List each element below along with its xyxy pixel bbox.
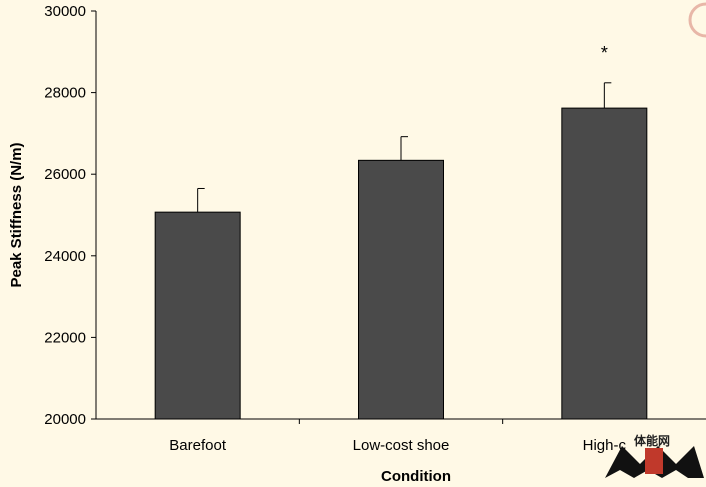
y-tick-label: 24000 [44,248,86,265]
category-labels: Barefoot Low-cost shoe High-c [169,419,626,454]
corner-circle-fragment [688,2,706,38]
watermark-accent [645,448,663,474]
y-axis-ticks: 20000 22000 24000 26000 28000 30000 [44,3,96,428]
watermark-logo: 体能网 [605,433,704,478]
y-tick-label: 26000 [44,166,86,183]
category-label: High-c [583,437,627,454]
category-label: Barefoot [169,437,227,454]
bar [561,107,648,420]
significance-marker: * [601,43,608,63]
watermark-text: 体能网 [634,433,670,448]
category-label: Low-cost shoe [353,437,450,454]
y-tick-label: 28000 [44,85,86,102]
error-bars: * [197,43,612,213]
bar [154,211,241,420]
x-axis-title: Condition [381,468,451,485]
y-tick-label: 30000 [44,3,86,20]
bar [358,159,444,420]
y-tick-label: 20000 [44,411,86,428]
y-axis-title: Peak Stiffness (N/m) [8,142,25,287]
bars [154,107,648,420]
y-tick-label: 22000 [44,329,86,346]
